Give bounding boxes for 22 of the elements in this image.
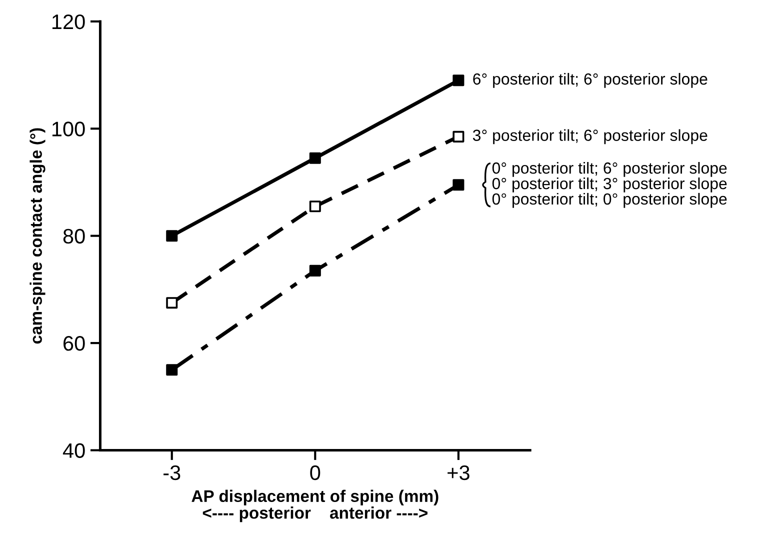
point [452, 130, 464, 142]
point [166, 364, 178, 376]
x-tick-label: -3 [164, 465, 180, 480]
x-tick-label: 0 [310, 465, 320, 480]
series-label: 0° posterior tilt; 6° posterior slope 0° posterior tilt; 3° posterior slope 0° posterior tilt; 0° posterior slope [492, 162, 727, 208]
point [309, 264, 321, 276]
point [452, 179, 464, 191]
y-tick-label: 100 [52, 122, 85, 136]
point [309, 200, 321, 212]
y-tick-label: 40 [62, 443, 85, 458]
y-axis-title: cam-spine contact angle (°) [30, 128, 46, 344]
point [309, 152, 321, 164]
y-tick-label: 60 [64, 336, 85, 351]
y-tick-label: 120 [52, 14, 85, 30]
series-label: 6° posterior tilt; 6° posterior slope [473, 72, 708, 88]
y-tick-label: 80 [63, 228, 85, 244]
point [166, 297, 178, 309]
x-tick-label: +3 [448, 465, 470, 480]
x-axis-title: AP displacement of spine (mm) <---- posterior anterior ----> [192, 490, 438, 522]
point [452, 74, 464, 86]
series-label: 3° posterior tilt; 6° posterior slope [472, 129, 708, 144]
point [166, 230, 178, 242]
